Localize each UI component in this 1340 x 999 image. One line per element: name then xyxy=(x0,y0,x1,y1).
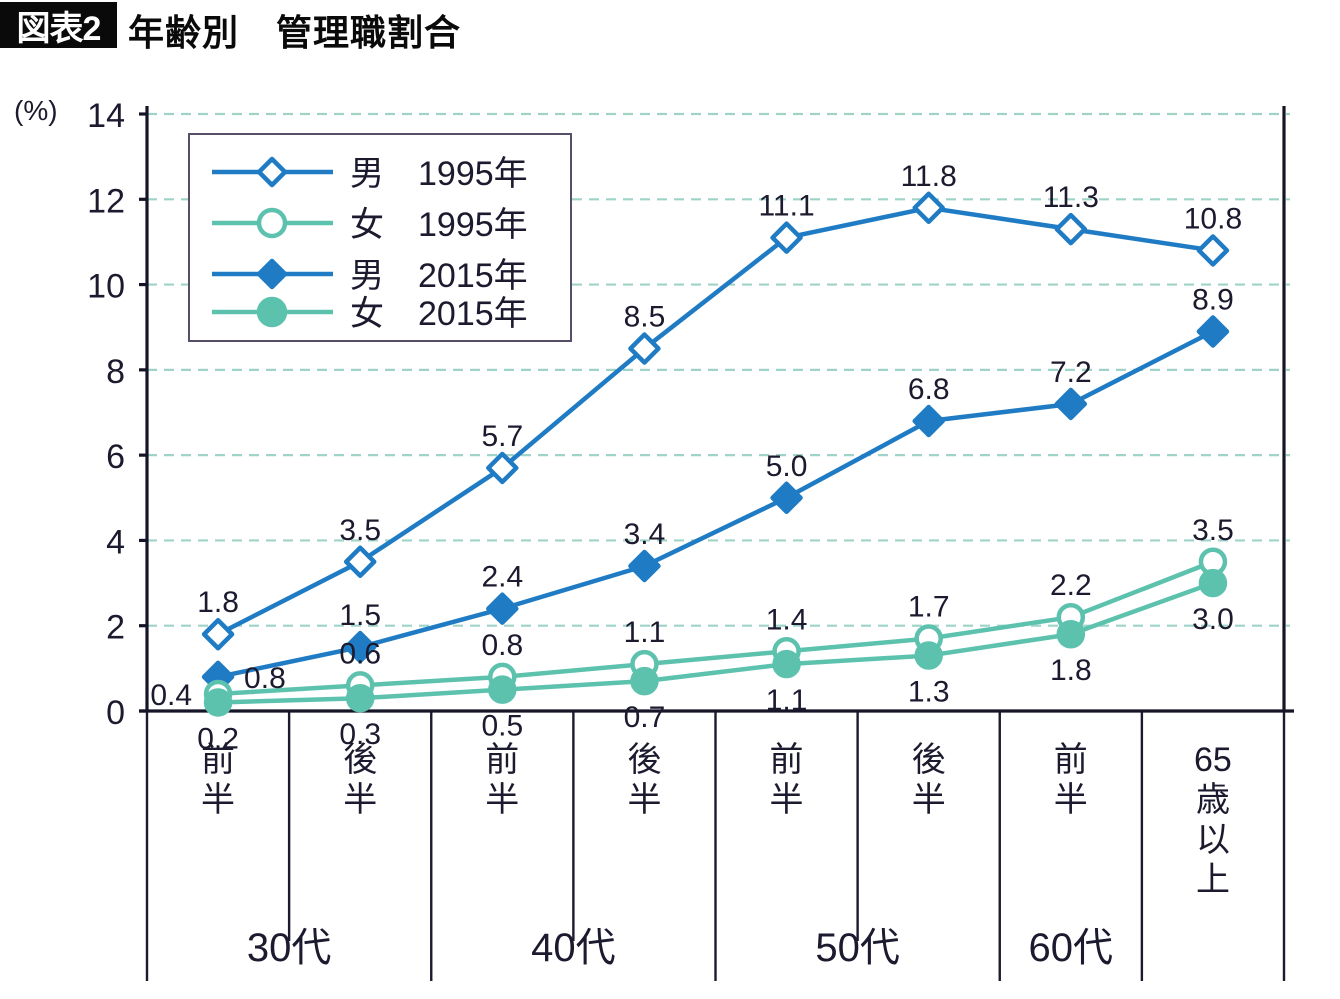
svg-text:女 2015年: 女 2015年 xyxy=(350,295,528,333)
svg-text:女 1995年: 女 1995年 xyxy=(350,206,528,244)
svg-text:男 1995年: 男 1995年 xyxy=(350,155,528,193)
svg-text:男 2015年: 男 2015年 xyxy=(350,257,528,295)
